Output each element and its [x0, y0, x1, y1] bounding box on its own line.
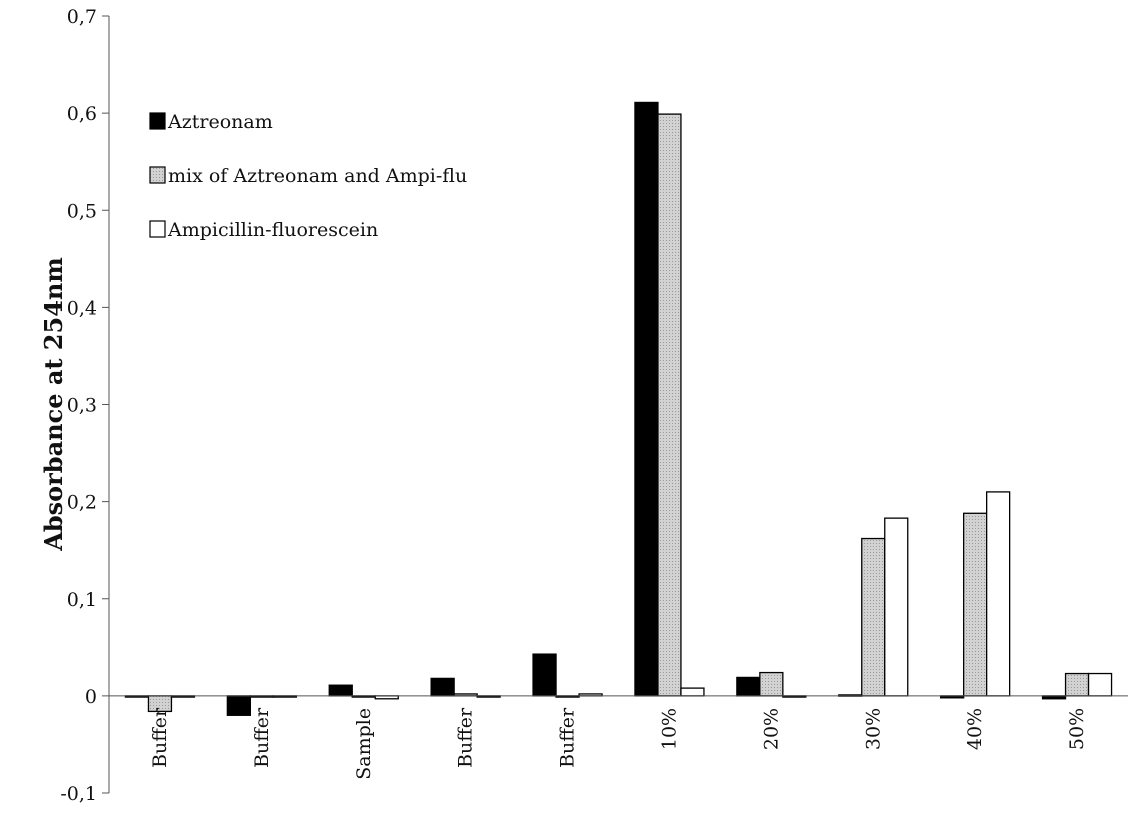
y-tick-label: 0,7	[67, 6, 97, 28]
y-axis-label: Absorbance at 254nm	[39, 257, 68, 552]
x-category-label: 20%	[760, 708, 782, 750]
x-category-label: Buffer	[557, 707, 579, 768]
bar-aztreonam	[634, 101, 659, 697]
x-category-label: 50%	[1066, 708, 1088, 750]
bar-aztreonam	[736, 676, 761, 697]
bar-mix	[861, 537, 886, 697]
x-category-label: 40%	[964, 708, 986, 750]
legend-swatch-ampicillin-fluorescein	[149, 220, 166, 238]
legend-label: Aztreonam	[167, 111, 273, 133]
y-tick-label: 0,2	[67, 492, 97, 514]
x-category-label: 30%	[862, 708, 884, 750]
y-tick-label: 0,1	[67, 589, 97, 611]
bar-mix	[657, 113, 682, 697]
y-tick-label: -0,1	[60, 783, 97, 805]
x-category-label: Buffer	[251, 707, 273, 768]
legend: Aztreonam mix of Aztreonam and Ampi-flu Am…	[149, 111, 467, 241]
y-tick-label: 0	[85, 686, 97, 708]
legend-swatch-mix	[149, 166, 166, 184]
bar-aztreonam	[430, 677, 455, 697]
x-category-label: 10%	[658, 708, 680, 750]
bar-aztreonam	[226, 695, 252, 716]
x-category-label: Buffer	[149, 707, 171, 768]
legend-label: Ampicillin-fluorescein	[167, 219, 378, 241]
bar-aztreonam	[532, 653, 557, 697]
bar-ampicillin-fluorescein	[884, 517, 909, 697]
x-category-label: Sample	[353, 708, 375, 780]
bar-mix	[1064, 672, 1090, 697]
x-axis-labels: Buffer Buffer Sample Buffer Buffer 10% 20% 30% 4…	[149, 707, 1088, 780]
bar-mix	[963, 512, 988, 697]
bar-ampicillin-fluorescein	[986, 491, 1011, 697]
legend-label: mix of Aztreonam and Ampi-flu	[168, 165, 467, 187]
bar-aztreonam	[328, 684, 353, 697]
y-tick-label: 0,4	[67, 297, 97, 319]
y-tick-label: 0,6	[67, 103, 97, 125]
y-tick-label: 0,3	[67, 395, 97, 417]
bar-mix	[759, 671, 784, 697]
axes: -0,1 0 0,1 0,2 0,3 0,4 0,5 0,6 0,7	[60, 6, 1128, 805]
bar-ampicillin-fluorescein	[1087, 672, 1113, 697]
x-category-label: Buffer	[455, 707, 477, 768]
bars	[124, 101, 1113, 716]
y-tick-label: 0,5	[67, 200, 97, 222]
legend-swatch-aztreonam	[149, 112, 166, 130]
bar-ampicillin-fluorescein	[680, 687, 705, 697]
